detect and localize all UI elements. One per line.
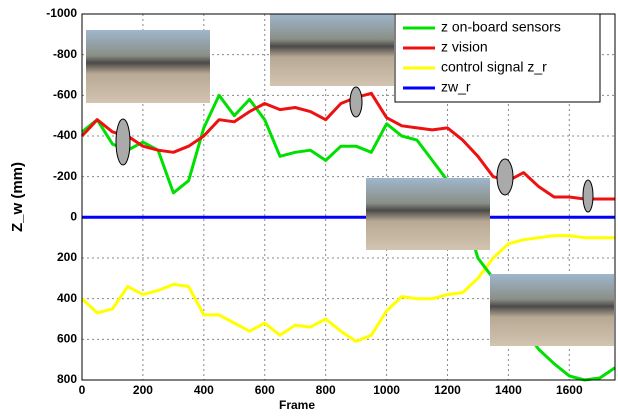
y-tick-label: 400 bbox=[57, 291, 77, 305]
highlight-ellipse bbox=[349, 86, 363, 118]
y-tick-label: -200 bbox=[53, 169, 77, 183]
highlight-ellipse bbox=[115, 118, 131, 166]
y-tick-label: 200 bbox=[57, 250, 77, 264]
x-tick-label: 1000 bbox=[373, 383, 400, 397]
plot-frame bbox=[81, 13, 616, 381]
x-tick-label: 200 bbox=[133, 383, 153, 397]
x-tick-label: 0 bbox=[79, 383, 86, 397]
y-tick-label: 600 bbox=[57, 332, 77, 346]
photo bbox=[366, 178, 490, 250]
x-tick-label: 400 bbox=[194, 383, 214, 397]
x-tick-label: 1400 bbox=[495, 383, 522, 397]
legend-label: z vision bbox=[441, 39, 488, 55]
y-tick-label: 800 bbox=[57, 372, 77, 386]
legend-label: control signal z_r bbox=[441, 59, 547, 75]
photo bbox=[86, 30, 210, 103]
y-tick-label: -600 bbox=[53, 88, 77, 102]
x-tick-label: 600 bbox=[255, 383, 275, 397]
y-tick-label: 0 bbox=[70, 210, 77, 224]
x-tick-label: 1200 bbox=[434, 383, 461, 397]
y-tick-label: -1000 bbox=[46, 6, 77, 20]
series-line bbox=[80, 234, 615, 343]
y-tick-label: -400 bbox=[53, 128, 77, 142]
legend-label: zw_r bbox=[441, 79, 471, 95]
x-tick-label: 800 bbox=[316, 383, 336, 397]
x-axis-label: Frame bbox=[279, 398, 315, 412]
legend-label: z on-board sensors bbox=[441, 19, 561, 35]
y-tick-label: -800 bbox=[53, 47, 77, 61]
highlight-ellipse bbox=[496, 158, 514, 196]
photo bbox=[490, 274, 614, 346]
x-tick-label: 1600 bbox=[556, 383, 583, 397]
series-line bbox=[80, 91, 615, 201]
highlight-ellipse bbox=[582, 179, 594, 213]
photo bbox=[270, 14, 394, 86]
y-axis-label: Z_w (mm) bbox=[9, 162, 26, 232]
